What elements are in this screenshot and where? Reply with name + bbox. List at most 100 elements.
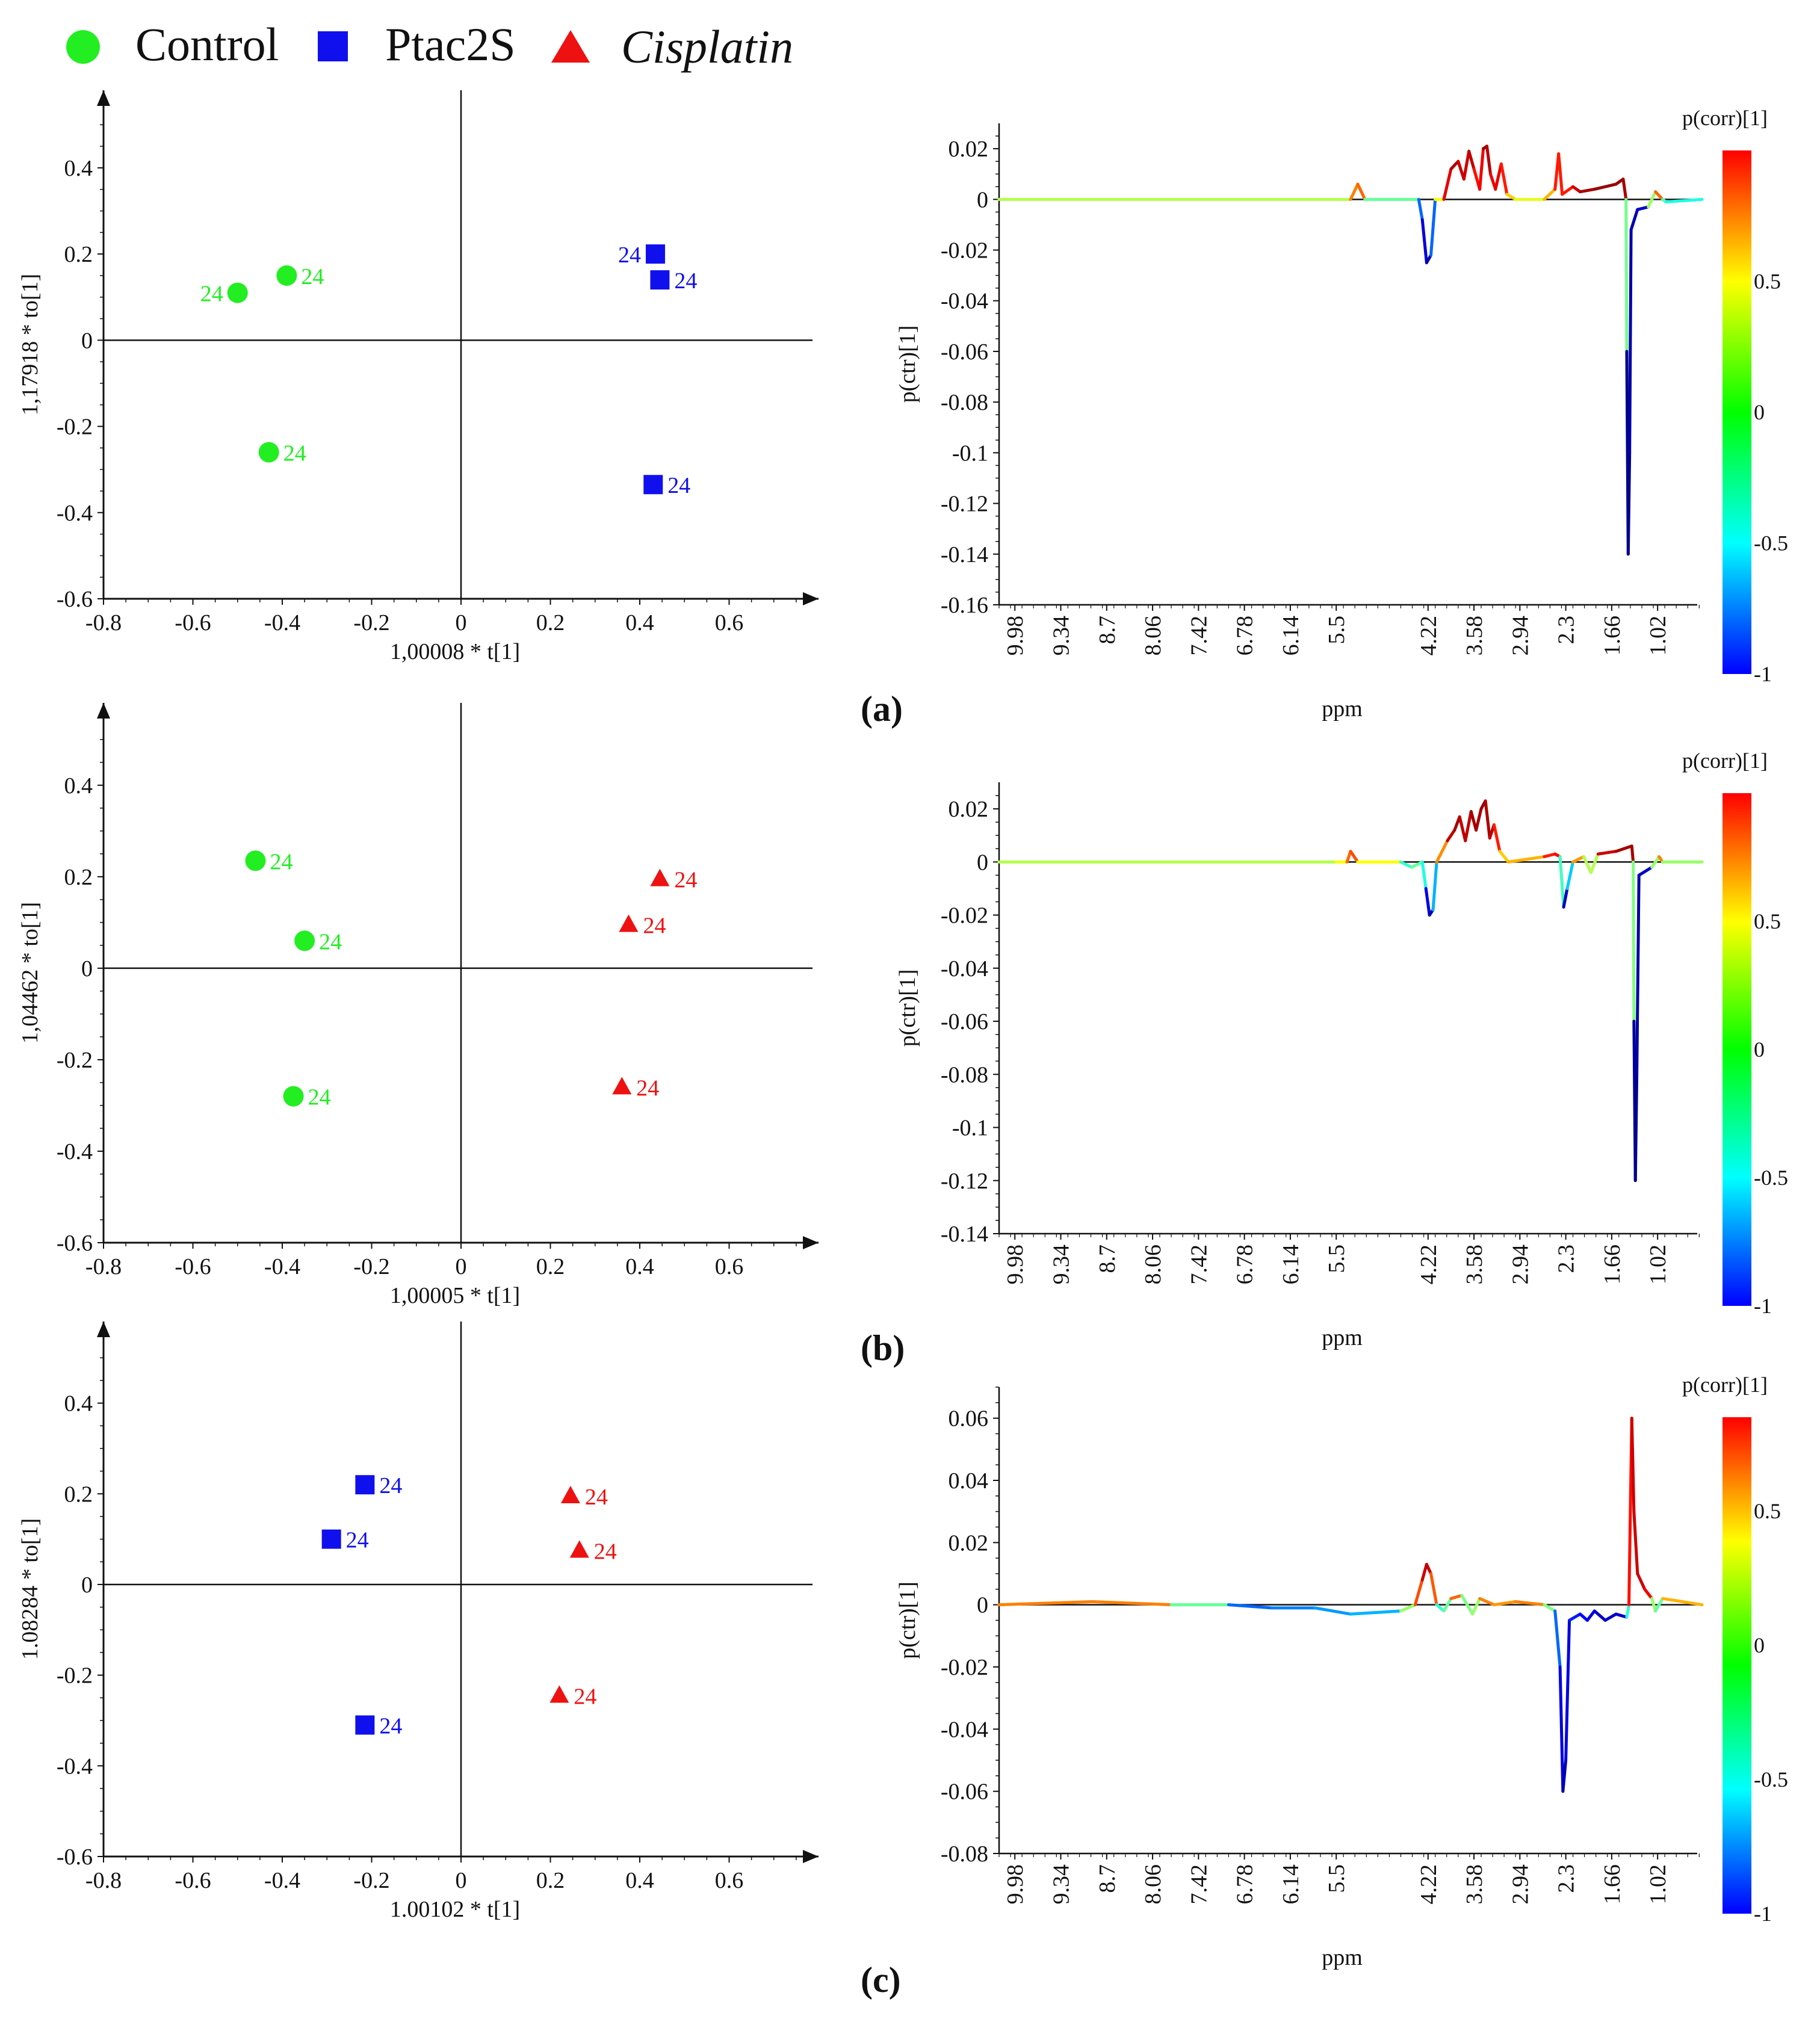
spectrum-segment bbox=[1462, 149, 1471, 181]
spectrum-segment bbox=[1313, 1606, 1352, 1616]
spectrum-segment bbox=[1543, 852, 1557, 859]
spectrum-segment bbox=[1492, 823, 1502, 853]
x-axis-title: 1,00008 * t[1] bbox=[390, 639, 520, 664]
colorbar-tick-label: -0.5 bbox=[1754, 1166, 1788, 1190]
y-tick-label: -0.02 bbox=[941, 903, 988, 929]
x-tick-label: 5.5 bbox=[1324, 616, 1349, 645]
spectrum-segment bbox=[1553, 1609, 1562, 1669]
spectrum-segment bbox=[1460, 1594, 1475, 1616]
y-tick-label: -0.08 bbox=[941, 1062, 988, 1087]
y-axis-title: p(ctr)[1] bbox=[895, 1581, 920, 1659]
point-label: 24 bbox=[667, 473, 690, 498]
y-axis-arrow bbox=[97, 90, 110, 106]
spectrum-segment bbox=[1637, 865, 1654, 877]
spectrum-segment bbox=[1664, 197, 1704, 204]
x-tick-label: 7.42 bbox=[1186, 1864, 1212, 1905]
x-tick-label: 9.34 bbox=[1049, 1244, 1074, 1285]
spectrum-segment bbox=[1484, 799, 1491, 840]
spectrum-segment bbox=[1471, 1597, 1482, 1616]
point-label: 24 bbox=[594, 1539, 617, 1564]
colorbar-tick-label: 0.5 bbox=[1754, 909, 1781, 933]
x-tick-label: -0.6 bbox=[175, 1868, 211, 1893]
spectrum-segment bbox=[1621, 178, 1628, 201]
point-label: 24 bbox=[283, 441, 306, 466]
x-tick-label: -0.2 bbox=[353, 1254, 389, 1279]
y-tick-label: -0.4 bbox=[57, 1754, 93, 1779]
spectrum-segment bbox=[1592, 1609, 1607, 1622]
x-tick-label: -0.4 bbox=[264, 1868, 300, 1893]
y-tick-label: 0.4 bbox=[64, 773, 93, 799]
spectrum-segment bbox=[1561, 1758, 1568, 1793]
spectrum-segment bbox=[1417, 197, 1424, 221]
x-tick-label: 0.2 bbox=[536, 610, 565, 635]
colorbar-tick-label: 0 bbox=[1754, 400, 1765, 424]
loading-plot-b: 0.02 0 -0.02 -0.04 -0.06 -0.08 -0.1 -0.12 -0.14 9… bbox=[895, 749, 1788, 1350]
spectrum-segment bbox=[1449, 159, 1460, 171]
point-cisplatin bbox=[549, 1685, 569, 1703]
spectrum-segment bbox=[1636, 1572, 1647, 1591]
x-axis-arrow bbox=[803, 1850, 819, 1863]
y-tick-label: -0.04 bbox=[941, 956, 988, 982]
spectrum-segment bbox=[1632, 1510, 1639, 1575]
spectrum-segment bbox=[1429, 197, 1437, 257]
point-label: 24 bbox=[308, 1085, 331, 1110]
spectrum-segment bbox=[1614, 844, 1633, 853]
x-tick-label: 5.5 bbox=[1324, 1864, 1349, 1893]
point-ptac2s bbox=[321, 1529, 341, 1549]
point-control bbox=[294, 930, 315, 951]
x-tick-label: 6.78 bbox=[1233, 1244, 1258, 1285]
y-tick-label: -0.04 bbox=[941, 289, 988, 314]
x-tick-label: -0.4 bbox=[264, 610, 300, 635]
spectrum-segment bbox=[1630, 844, 1635, 864]
y-tick-label: 0.4 bbox=[64, 1391, 93, 1417]
spectrum-segment bbox=[1635, 873, 1641, 1076]
spectrum-segment bbox=[1494, 162, 1503, 191]
y-tick-label: 0.06 bbox=[949, 1406, 989, 1432]
y-tick-label: -0.4 bbox=[57, 1139, 93, 1164]
y-tick-label: -0.02 bbox=[941, 238, 988, 264]
point-label: 24 bbox=[379, 1473, 402, 1498]
x-tick-label: 6.14 bbox=[1278, 616, 1304, 656]
x-tick-label: 5.5 bbox=[1324, 1244, 1349, 1273]
legend-label-cisplatin: Cisplatin bbox=[621, 20, 793, 73]
spectrum-segment bbox=[1505, 193, 1517, 201]
x-tick-label: 9.34 bbox=[1049, 1864, 1074, 1905]
spectrum-segment bbox=[1629, 208, 1639, 232]
y-axis-arrow bbox=[97, 1322, 110, 1337]
spectrum-segment bbox=[1582, 855, 1592, 874]
spectrum-segment bbox=[1514, 1600, 1546, 1607]
x-tick-label: 8.06 bbox=[1141, 1244, 1166, 1285]
x-tick-label: 0.2 bbox=[536, 1868, 565, 1893]
spectrum-segment bbox=[1449, 1594, 1464, 1600]
point-control bbox=[227, 282, 248, 303]
x-tick-label: -0.8 bbox=[85, 610, 122, 635]
x-axis-title: 1,00005 * t[1] bbox=[390, 1283, 520, 1308]
spectrum-segment bbox=[1654, 1597, 1665, 1613]
colorbar bbox=[1722, 793, 1751, 1306]
point-label: 24 bbox=[379, 1714, 402, 1739]
spectrum-segment bbox=[1596, 850, 1618, 856]
point-cisplatin bbox=[650, 868, 670, 886]
spectrum-segment bbox=[1632, 860, 1636, 1023]
y-tick-label: -0.2 bbox=[57, 1048, 93, 1073]
x-tick-label: 0 bbox=[456, 1254, 467, 1279]
point-ptac2s bbox=[645, 244, 665, 264]
spectrum-segment bbox=[1561, 185, 1575, 196]
x-tick-label: 1.02 bbox=[1645, 1244, 1671, 1285]
x-tick-label: -0.6 bbox=[175, 610, 211, 635]
y-tick-label: -0.08 bbox=[941, 1841, 988, 1867]
x-tick-label: 6.78 bbox=[1233, 1864, 1258, 1905]
x-tick-label: 2.3 bbox=[1554, 616, 1579, 645]
spectrum-segment bbox=[1420, 860, 1428, 890]
spectrum-segment bbox=[1654, 190, 1665, 201]
spectrum-segment bbox=[1442, 167, 1453, 201]
point-label: 24 bbox=[319, 929, 342, 954]
spectrum-segment bbox=[1558, 855, 1565, 909]
point-label: 24 bbox=[574, 1684, 596, 1710]
y-tick-label: -0.16 bbox=[941, 593, 988, 618]
x-tick-label: -0.6 bbox=[175, 1254, 211, 1279]
spectrum-segment bbox=[1506, 855, 1546, 864]
x-tick-label: 0.2 bbox=[536, 1254, 565, 1279]
legend-label-ptac2s: Ptac2S bbox=[385, 18, 516, 70]
spectrum-segment bbox=[1464, 810, 1473, 842]
